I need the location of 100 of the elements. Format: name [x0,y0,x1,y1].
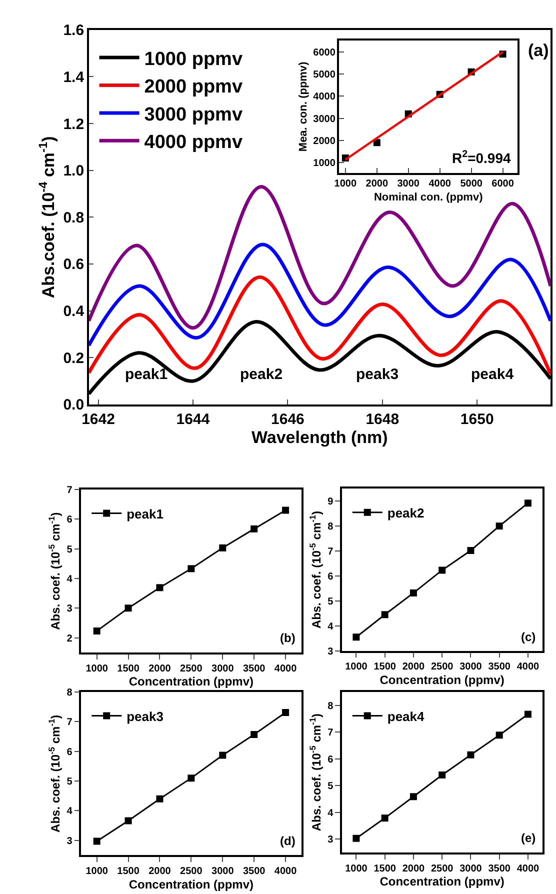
y-tick-label: 8 [328,700,334,712]
x-tick-label: 3000 [397,178,420,190]
y-tick-label: 8 [328,522,334,533]
x-tick-label: 4000 [516,662,540,673]
y-tick-label: 4 [328,621,334,632]
y-tick-label: 8 [66,688,73,699]
y-tick-label: 5 [328,596,334,608]
y-tick-label: 7 [328,546,334,558]
legend-label: peak2 [387,505,424,520]
point [524,500,532,507]
x-tick-label: 1650 [460,411,494,428]
legend-label: 1000 ppmv [144,48,243,70]
x-axis-title: Concentration (ppmv) [380,874,504,889]
y-tick-label: 1.4 [63,68,85,86]
legend-label: 2000 ppmv [144,76,243,98]
annotation: R$^{2}$=0.994 [452,149,511,166]
point [124,604,132,612]
x-tick-label: 4000 [428,178,452,190]
point [496,522,503,530]
x-tick-label: 3500 [488,863,511,874]
y-tick-label: 0.6 [63,256,84,274]
legend-label: peak1 [126,506,164,522]
annotation: peak2 [240,366,283,383]
y-tick-label: 4 [328,808,334,819]
point [250,525,258,532]
annotation: (b) [280,631,296,645]
x-tick-label: 3500 [242,866,266,877]
point [352,634,360,641]
point [438,566,446,574]
y-tick-label: 6000 [313,47,336,58]
y-tick-label: 6 [328,754,334,766]
x-tick-label: 1000 [86,663,108,674]
x-tick-label: 1500 [117,663,140,674]
point [496,732,503,739]
point [250,730,258,738]
legend-label: 4000 ppmv [144,132,243,154]
point [188,774,195,782]
y-tick-label: 2000 [313,136,336,147]
y-axis-title: Mea. con. (ppmv) [297,61,310,152]
line-series [88,242,551,348]
x-tick-label: 6000 [492,178,514,190]
y-tick-label: 5 [66,776,73,788]
x-tick-label: 2000 [148,866,172,877]
x-axis-title: Wavelength (nm) [251,428,388,448]
x-tick-label: 3500 [488,662,511,673]
point [282,709,290,716]
x-tick-label: 4000 [516,863,540,874]
point [219,544,226,552]
point [93,838,100,845]
y-tick-label: 5000 [313,70,336,81]
y-tick-label: 5 [66,544,73,556]
y-tick-label: 4000 [313,92,336,103]
x-tick-label: 1642 [82,411,115,428]
y-tick-label: 5 [328,781,334,792]
annotation: (a) [528,41,549,60]
x-tick-label: 1500 [117,866,140,877]
y-tick-label: 1.2 [63,116,84,133]
x-tick-label: 1644 [176,411,210,428]
x-tick-label: 1646 [271,411,304,428]
y-tick-label: 3 [66,604,73,615]
annotation: peak1 [125,366,168,383]
x-tick-label: 1000 [345,662,368,673]
x-axis-title: Concentration (ppmv) [380,672,504,687]
x-tick-label: 1000 [86,866,108,877]
x-tick-label: 4000 [274,663,298,674]
point [410,793,417,800]
y-tick-label: 3 [66,836,73,847]
annotation: peak3 [356,366,399,383]
y-tick-label: 3 [328,834,334,846]
annotation: (c) [521,630,536,644]
y-tick-label: 9 [328,496,334,508]
x-tick-label: 3000 [212,866,234,877]
point [381,814,388,822]
point [156,795,164,802]
y-tick-label: 0.4 [63,303,85,320]
x-axis-title: Concentration (ppmv) [128,674,254,689]
x-tick-label: 2500 [180,663,203,674]
x-tick-label: 2500 [180,866,203,877]
x-tick-label: 1500 [374,662,396,673]
annotation: (e) [521,831,536,845]
point [467,546,474,554]
point [124,817,132,824]
point [467,751,474,758]
y-tick-label: 2 [66,633,73,644]
x-tick-label: 3000 [460,863,482,874]
x-tick-label: 1500 [374,863,396,874]
y-tick-label: 7 [66,717,73,728]
y-tick-label: 7 [66,484,73,496]
x-tick-label: 1648 [366,411,400,428]
x-axis-title: Nominal con. (ppmv) [374,191,484,204]
x-tick-label: 2000 [402,863,426,874]
point [352,834,360,842]
y-tick-label: 0.8 [63,209,84,226]
x-tick-label: 1000 [345,863,368,874]
y-tick-label: 1.0 [63,162,84,180]
y-tick-label: 0.2 [63,350,84,367]
y-tick-label: 1000 [313,158,336,169]
x-tick-label: 3000 [460,662,482,673]
x-tick-label: 2000 [148,663,172,674]
legend-label: peak4 [387,708,426,724]
